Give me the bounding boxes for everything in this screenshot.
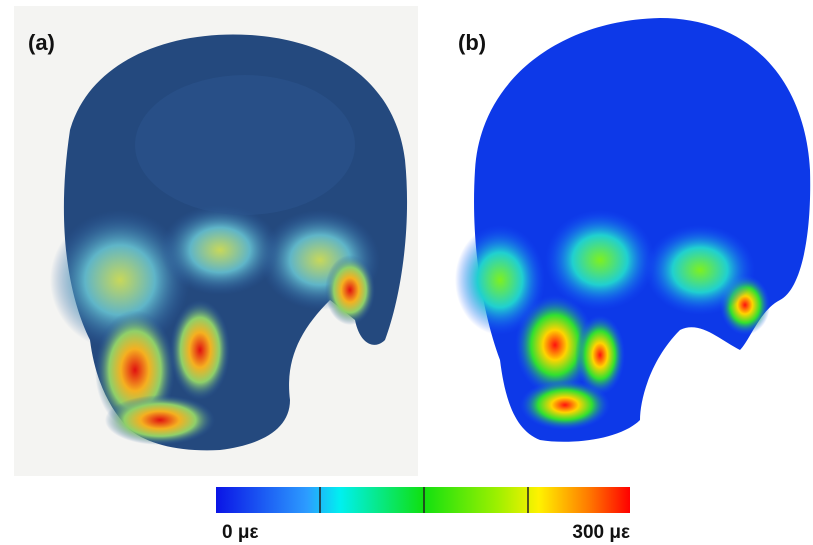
panel-label: (a) xyxy=(28,30,55,55)
colorbar xyxy=(216,487,630,513)
figure: (a) (b) 0 με 300 με xyxy=(0,0,813,545)
skull-b xyxy=(455,18,810,442)
colorbar-max-label: 300 με xyxy=(572,522,630,543)
colorbar-min-label: 0 με xyxy=(222,522,259,543)
panel-label: (b) xyxy=(458,30,486,55)
